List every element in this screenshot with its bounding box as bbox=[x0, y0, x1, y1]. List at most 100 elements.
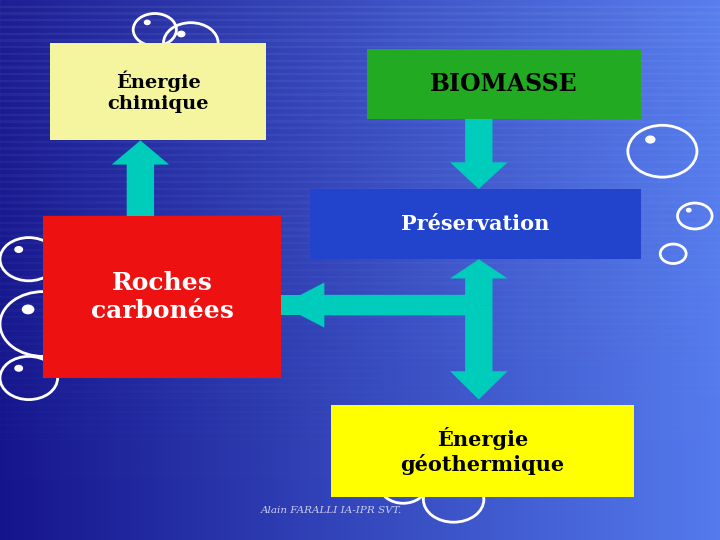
Bar bbox=[0, 302, 720, 310]
Bar bbox=[711, 0, 716, 540]
Bar bbox=[590, 0, 597, 540]
Circle shape bbox=[392, 476, 398, 481]
Circle shape bbox=[439, 487, 447, 492]
Bar bbox=[677, 0, 683, 540]
Bar bbox=[101, 0, 107, 540]
Bar bbox=[605, 0, 611, 540]
Bar bbox=[567, 0, 572, 540]
Bar bbox=[461, 0, 467, 540]
Bar bbox=[317, 0, 323, 540]
Bar bbox=[43, 0, 50, 540]
Bar bbox=[667, 0, 673, 540]
Bar bbox=[346, 0, 352, 540]
Bar bbox=[0, 248, 720, 256]
Bar bbox=[283, 0, 289, 540]
Bar bbox=[158, 0, 165, 540]
Bar bbox=[86, 0, 93, 540]
Bar bbox=[0, 444, 720, 453]
Bar bbox=[413, 0, 419, 540]
Bar bbox=[0, 0, 6, 540]
Bar bbox=[29, 0, 35, 540]
Bar bbox=[0, 127, 720, 135]
Bar bbox=[657, 0, 664, 540]
Bar bbox=[634, 0, 640, 540]
Bar bbox=[696, 0, 702, 540]
Bar bbox=[581, 0, 587, 540]
Bar bbox=[0, 363, 720, 372]
Circle shape bbox=[22, 305, 34, 314]
Bar bbox=[110, 0, 117, 540]
Bar bbox=[149, 0, 155, 540]
Bar bbox=[715, 0, 720, 540]
Bar bbox=[58, 0, 64, 540]
Bar bbox=[595, 0, 601, 540]
Bar bbox=[523, 0, 529, 540]
Bar bbox=[0, 215, 720, 222]
Bar bbox=[288, 0, 294, 540]
Bar bbox=[0, 147, 720, 156]
Bar bbox=[0, 93, 720, 102]
Bar bbox=[706, 0, 712, 540]
Bar bbox=[115, 0, 122, 540]
Bar bbox=[0, 343, 720, 351]
Polygon shape bbox=[281, 282, 479, 328]
Bar bbox=[408, 0, 414, 540]
Bar bbox=[418, 0, 424, 540]
Bar bbox=[312, 0, 318, 540]
Bar bbox=[0, 32, 720, 40]
Bar bbox=[0, 100, 720, 108]
Bar bbox=[499, 0, 505, 540]
Bar bbox=[225, 0, 232, 540]
Bar bbox=[302, 0, 309, 540]
Text: BIOMASSE: BIOMASSE bbox=[430, 72, 578, 96]
Bar bbox=[0, 60, 720, 68]
FancyBboxPatch shape bbox=[331, 405, 634, 497]
Bar bbox=[0, 397, 720, 405]
Bar bbox=[686, 0, 693, 540]
Polygon shape bbox=[112, 140, 169, 216]
Bar bbox=[614, 0, 621, 540]
FancyBboxPatch shape bbox=[367, 49, 641, 119]
Bar bbox=[77, 0, 83, 540]
Bar bbox=[221, 0, 227, 540]
Bar bbox=[466, 0, 472, 540]
FancyBboxPatch shape bbox=[310, 189, 641, 259]
Bar bbox=[34, 0, 40, 540]
Bar bbox=[389, 0, 395, 540]
Bar bbox=[394, 0, 400, 540]
Bar bbox=[0, 114, 720, 122]
Bar bbox=[384, 0, 390, 540]
Bar bbox=[72, 0, 78, 540]
Bar bbox=[197, 0, 203, 540]
Bar bbox=[235, 0, 241, 540]
Bar bbox=[374, 0, 381, 540]
Bar bbox=[585, 0, 592, 540]
Bar bbox=[326, 0, 333, 540]
Bar bbox=[552, 0, 558, 540]
Bar bbox=[0, 410, 720, 418]
Bar bbox=[0, 53, 720, 60]
Bar bbox=[619, 0, 626, 540]
Bar bbox=[163, 0, 169, 540]
Bar bbox=[513, 0, 520, 540]
Bar bbox=[403, 0, 410, 540]
Bar bbox=[504, 0, 510, 540]
Bar bbox=[547, 0, 554, 540]
Bar bbox=[0, 329, 720, 338]
Bar bbox=[0, 80, 720, 87]
Text: Roches
carbonées: Roches carbonées bbox=[91, 271, 233, 323]
FancyBboxPatch shape bbox=[50, 43, 266, 140]
Bar bbox=[456, 0, 462, 540]
Bar bbox=[0, 377, 720, 384]
Bar bbox=[518, 0, 525, 540]
Bar bbox=[427, 0, 433, 540]
Bar bbox=[331, 0, 338, 540]
Bar bbox=[144, 0, 150, 540]
Bar bbox=[125, 0, 131, 540]
Bar bbox=[264, 0, 270, 540]
Bar bbox=[0, 437, 720, 446]
Bar bbox=[0, 485, 720, 492]
Circle shape bbox=[178, 31, 185, 37]
Bar bbox=[672, 0, 678, 540]
Bar bbox=[451, 0, 457, 540]
